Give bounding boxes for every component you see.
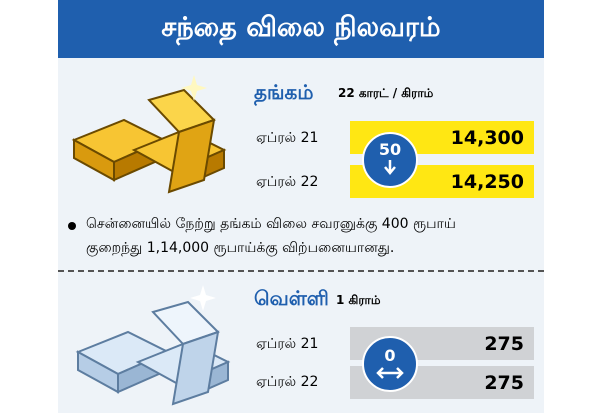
note-line: குறைந்து 1,14,000 ரூபாய்க்கு விற்பனையானத… [86,240,395,256]
gold-unit: 22 காரட் / கிராம் [338,86,434,100]
date: ஏப்ரல் 21 [256,336,319,352]
gold-bars-icon [71,75,227,194]
date: ஏப்ரல் 21 [256,130,319,146]
both-arrow [376,367,404,379]
down-arrow [384,160,396,175]
bullet [68,222,76,230]
change-badge: 50 [362,132,418,188]
divider [58,270,544,272]
silver-bars-icon [75,285,231,406]
date: ஏப்ரல் 22 [256,174,319,190]
silver-name: வெள்ளி [254,286,329,310]
note-line: சென்னையில் நேற்று தங்கம் விலை சவரனுக்கு … [86,216,456,232]
change-badge: 0 [362,336,418,392]
silver-unit: 1 கிராம் [336,293,381,307]
change-value: 0 [384,346,396,365]
infographic: சந்தை விலை நிலவரம் தங்கம் 22 காரட் / கிர… [58,0,544,413]
title: சந்தை விலை நிலவரம் [58,0,544,58]
change-value: 50 [378,140,402,159]
gold-name: தங்கம் [254,80,314,104]
date: ஏப்ரல் 22 [256,374,319,390]
